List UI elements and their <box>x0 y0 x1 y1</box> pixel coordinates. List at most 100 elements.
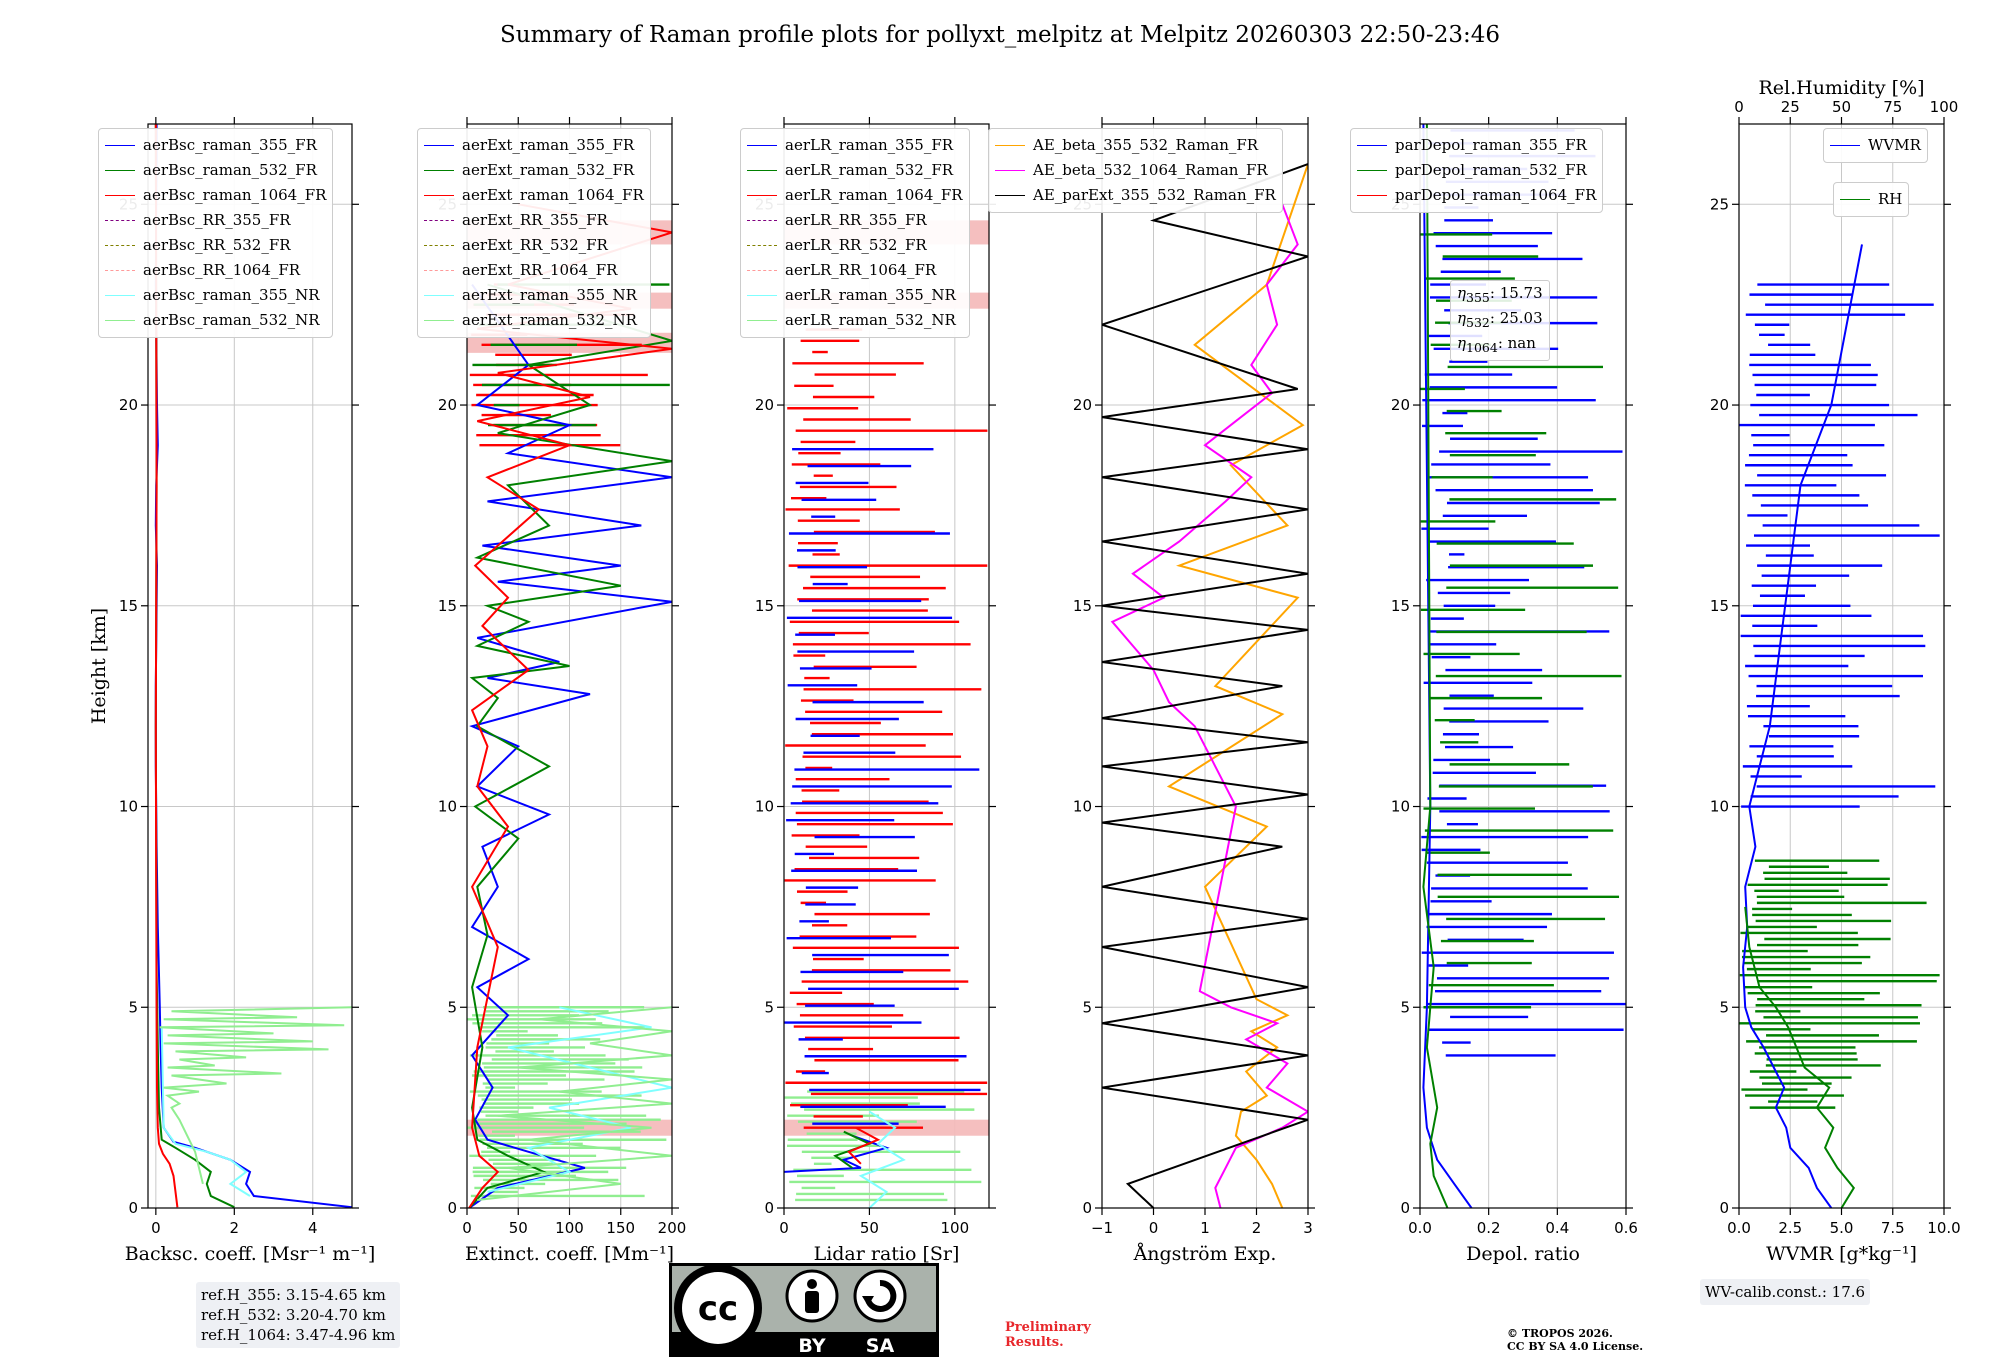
y-tick-label: 0 <box>1719 1199 1729 1217</box>
y-tick-label: 15 <box>119 597 138 615</box>
x-tick-label: 2 <box>1252 1219 1262 1237</box>
wv-calibration-text: WV-calib.const.: 17.6 <box>1705 1283 1866 1301</box>
y-tick-label: 20 <box>1391 396 1410 414</box>
legend-label: aerExt_raman_355_NR <box>462 286 637 304</box>
legend-label: aerLR_RR_532_FR <box>785 236 927 254</box>
legend-label: aerExt_RR_355_FR <box>462 211 608 229</box>
legend-label: aerLR_RR_355_FR <box>785 211 927 229</box>
license-sa: SA <box>866 1335 895 1357</box>
y-tick-label: 10 <box>438 798 457 816</box>
series-line-aerBsc_raman_532_NR <box>159 1006 352 1185</box>
legend-swatch <box>424 195 454 196</box>
legend-swatch <box>105 220 135 221</box>
plot-area-ae <box>1102 163 1308 1208</box>
y-tick-label: 15 <box>1710 597 1729 615</box>
eta-532-value: 25.03 <box>1499 309 1543 327</box>
legend-swatch <box>1830 145 1860 146</box>
y-tick-label: 15 <box>1391 597 1410 615</box>
top-x-tick-label: 100 <box>1930 98 1959 116</box>
y-tick-label: 20 <box>1710 396 1729 414</box>
legend-entry: aerBsc_RR_532_FR <box>105 233 326 258</box>
legend-label: aerBsc_raman_1064_FR <box>143 186 327 204</box>
cc-license-badge: cc BY SA <box>669 1263 939 1357</box>
series-line-RH <box>1744 906 1856 1208</box>
legend-entry: aerLR_RR_355_FR <box>747 208 963 233</box>
series-line-aerExt_raman_1064_FR <box>468 203 672 1208</box>
x-tick-label: −1 <box>1091 1219 1113 1237</box>
y-tick-label: 5 <box>1719 998 1729 1016</box>
legend-swatch <box>1357 145 1387 146</box>
x-tick-label: 0 <box>151 1219 161 1237</box>
y-tick-label: 0 <box>128 1199 138 1217</box>
legend-swatch <box>747 245 777 246</box>
legend-entry: RH <box>1840 187 1902 212</box>
preliminary-line-2: Results. <box>1005 1335 1064 1350</box>
legend-entry: aerExt_raman_532_NR <box>424 308 644 333</box>
legend-entry: aerBsc_RR_355_FR <box>105 208 326 233</box>
figure-title: Summary of Raman profile plots for polly… <box>500 22 1500 48</box>
top-x-tick-label: 75 <box>1883 98 1902 116</box>
legend-label: aerBsc_raman_355_NR <box>143 286 320 304</box>
x-axis-label-wv: WVMR [g*kg⁻¹] <box>1766 1243 1917 1265</box>
legend-entry: aerExt_RR_1064_FR <box>424 258 644 283</box>
tropos-line-2: CC BY SA 4.0 License. <box>1507 1340 1644 1353</box>
legend-entry: aerBsc_raman_355_FR <box>105 133 326 158</box>
legend-swatch <box>1357 170 1387 171</box>
x-tick-label: 0.0 <box>1408 1219 1432 1237</box>
x-tick-label: 50 <box>509 1219 528 1237</box>
plot-area-lr <box>784 220 989 1208</box>
series-line-aerLR_raman_1064_FR <box>847 1126 881 1165</box>
legend-swatch <box>995 170 1025 171</box>
legend-label: aerLR_raman_1064_FR <box>785 186 963 204</box>
legend-backscatter: aerBsc_raman_355_FR aerBsc_raman_532_FR ae… <box>98 128 334 338</box>
y-tick-label: 0 <box>447 1199 457 1217</box>
y-tick-label: 5 <box>764 998 774 1016</box>
legend-angstrom: AE_beta_355_532_Raman_FR AE_beta_532_1064… <box>988 128 1283 213</box>
top-x-tick-label: 25 <box>1781 98 1800 116</box>
legend-entry: AE_beta_355_532_Raman_FR <box>995 133 1276 158</box>
y-tick-label: 20 <box>1073 396 1092 414</box>
legend-label: WVMR <box>1868 136 1921 154</box>
axes-frame-dep <box>1419 123 1627 1209</box>
legend-entry: parDepol_raman_532_FR <box>1357 158 1596 183</box>
series-line-aerExt_raman_355_FR <box>468 284 672 1208</box>
x-tick-label: 0 <box>1149 1219 1159 1237</box>
legend-swatch <box>747 270 777 271</box>
legend-entry: aerExt_raman_1064_FR <box>424 183 644 208</box>
x-tick-label: 100 <box>555 1219 584 1237</box>
legend-label: aerBsc_raman_532_NR <box>143 311 320 329</box>
y-tick-label: 10 <box>119 798 138 816</box>
reference-height-box: ref.H_355: 3.15-4.65 km ref.H_532: 3.20-… <box>196 1282 401 1348</box>
axes-frame-lr <box>783 123 990 1209</box>
y-tick-label: 15 <box>1073 597 1092 615</box>
legend-entry: parDepol_raman_355_FR <box>1357 133 1596 158</box>
x-axis-label-lr: Lidar ratio [Sr] <box>814 1243 960 1265</box>
attribution-head <box>807 1279 817 1289</box>
legend-entry: AE_beta_532_1064_Raman_FR <box>995 158 1276 183</box>
legend-label: aerLR_raman_532_FR <box>785 161 954 179</box>
y-tick-label: 5 <box>128 998 138 1016</box>
x-axis-label-ae: Ångström Exp. <box>1133 1243 1277 1265</box>
legend-label: AE_beta_355_532_Raman_FR <box>1033 136 1259 154</box>
x-tick-label: 150 <box>606 1219 635 1237</box>
share-alike-arrow <box>865 1279 897 1312</box>
top-x-axis-label: Rel.Humidity [%] <box>1758 77 1924 99</box>
panel-ae: −101230510152025Ångström Exp. <box>1073 117 1315 1265</box>
legend-swatch <box>1357 195 1387 196</box>
legend-entry: aerExt_RR_355_FR <box>424 208 644 233</box>
preliminary-line-1: Preliminary <box>1005 1320 1091 1335</box>
legend-label: aerExt_RR_532_FR <box>462 236 608 254</box>
legend-swatch <box>424 170 454 171</box>
y-tick-label: 15 <box>755 597 774 615</box>
y-axis-label: Height [km] <box>88 608 110 724</box>
legend-entry: parDepol_raman_1064_FR <box>1357 183 1596 208</box>
legend-entry: WVMR <box>1830 133 1921 158</box>
x-axis-label-dep: Depol. ratio <box>1466 1243 1580 1265</box>
ref-height-532: ref.H_532: 3.20-4.70 km <box>201 1306 386 1324</box>
x-tick-label: 0 <box>779 1219 789 1237</box>
panel-wv: 0.0 2.5 5.0 7.5 10.0 0 5 10 15 20 25 WVMR [g*kg⁻¹] 0… <box>1710 77 1961 1265</box>
series-line-aerLR_raman_355_NR <box>858 1110 906 1208</box>
cc-icon <box>682 1272 754 1344</box>
legend-label: parDepol_raman_1064_FR <box>1395 186 1597 204</box>
y-tick-label: 20 <box>438 396 457 414</box>
